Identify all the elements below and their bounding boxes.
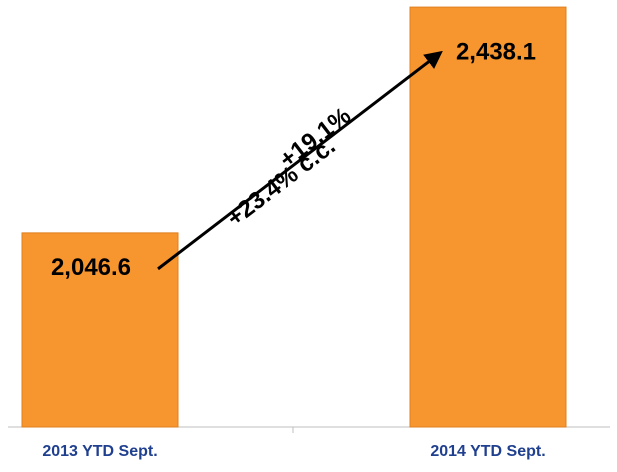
x-tick-label: 2013 YTD Sept. [42, 443, 157, 460]
value-label: 2,046.6 [51, 254, 131, 281]
growth-arrow [157, 50, 443, 271]
value-label: 2,438.1 [456, 38, 536, 65]
x-tick-label: 2014 YTD Sept. [430, 443, 545, 460]
bar [409, 6, 567, 428]
bar [21, 232, 179, 428]
